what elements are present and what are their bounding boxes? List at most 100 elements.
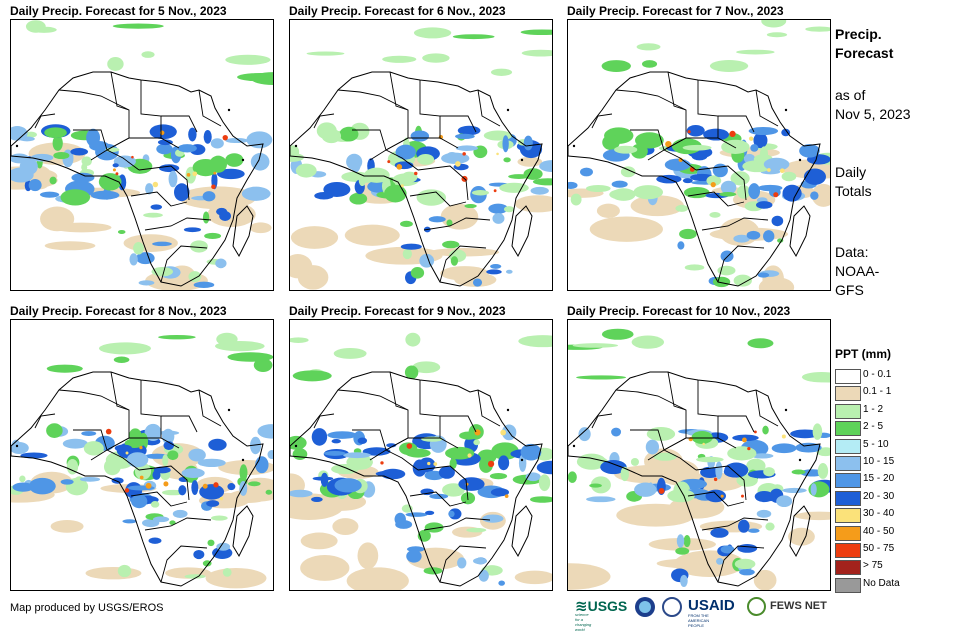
rain-field bbox=[83, 441, 104, 456]
heavy-rain-cell bbox=[380, 461, 384, 465]
rain-field bbox=[490, 488, 510, 497]
rain-field bbox=[52, 135, 63, 151]
rain-field bbox=[646, 427, 676, 441]
country-border bbox=[423, 217, 491, 231]
rain-field bbox=[479, 456, 493, 473]
rain-field bbox=[188, 271, 202, 283]
rain-field bbox=[265, 489, 273, 495]
rain-field bbox=[428, 216, 446, 223]
rain-field bbox=[730, 171, 750, 186]
legend-label: 5 - 10 bbox=[863, 438, 889, 450]
rain-field bbox=[781, 171, 797, 182]
country-border bbox=[161, 115, 198, 133]
rain-field bbox=[290, 435, 307, 450]
rain-field bbox=[736, 185, 751, 199]
heavy-rain-cell bbox=[202, 483, 208, 489]
africa-precip-map bbox=[10, 19, 274, 291]
rain-field bbox=[358, 174, 366, 187]
rain-field bbox=[466, 527, 487, 533]
rain-field bbox=[323, 451, 346, 456]
rain-field bbox=[645, 439, 660, 455]
rain-field bbox=[19, 475, 26, 483]
rain-field bbox=[363, 167, 390, 183]
rain-field bbox=[781, 128, 791, 137]
rain-field bbox=[683, 534, 691, 548]
country-border bbox=[701, 517, 769, 531]
africa-precip-map bbox=[289, 319, 553, 591]
legend-label: 10 - 15 bbox=[863, 455, 895, 467]
rain-field bbox=[375, 470, 404, 477]
rain-field bbox=[490, 68, 513, 76]
rain-field bbox=[207, 539, 215, 547]
heavy-rain-cell bbox=[773, 192, 779, 198]
coastline bbox=[11, 371, 264, 587]
madagascar-outline bbox=[511, 205, 533, 258]
rain-field bbox=[143, 212, 163, 218]
country-border bbox=[697, 80, 719, 138]
rain-field bbox=[614, 145, 638, 154]
coastline bbox=[568, 71, 821, 287]
rain-field bbox=[227, 352, 273, 362]
madagascar-outline bbox=[789, 205, 811, 258]
country-border bbox=[34, 413, 56, 429]
rain-field bbox=[683, 186, 710, 199]
rain-field bbox=[152, 241, 172, 247]
rain-field bbox=[174, 183, 190, 202]
heavy-rain-cell bbox=[145, 482, 152, 489]
country-border bbox=[369, 449, 419, 471]
fews-globe-icon bbox=[747, 597, 766, 616]
country-border bbox=[701, 217, 769, 231]
rain-field bbox=[530, 186, 549, 195]
rain-field bbox=[290, 493, 344, 520]
rain-field bbox=[122, 519, 137, 524]
rain-field bbox=[736, 474, 758, 487]
rain-field bbox=[405, 332, 421, 347]
legend-label: 1 - 2 bbox=[863, 403, 884, 415]
legend-label: 20 - 30 bbox=[863, 490, 895, 502]
island-dot bbox=[520, 458, 524, 462]
rain-field bbox=[505, 269, 513, 274]
rain-field bbox=[596, 203, 620, 218]
heavy-rain-cell bbox=[504, 494, 509, 498]
rain-field bbox=[492, 213, 505, 224]
country-border bbox=[73, 429, 180, 451]
country-border bbox=[477, 389, 501, 427]
rain-field bbox=[763, 467, 775, 477]
legend-swatch bbox=[835, 369, 861, 384]
heavy-rain-cell bbox=[729, 130, 736, 138]
rain-field bbox=[518, 335, 552, 348]
map-canvas bbox=[290, 332, 552, 590]
madagascar-outline bbox=[789, 505, 811, 558]
rain-field bbox=[719, 192, 737, 197]
madagascar-outline bbox=[232, 505, 254, 558]
rain-field bbox=[250, 436, 262, 455]
country-border bbox=[695, 465, 747, 501]
legend-label: 2 - 5 bbox=[863, 421, 884, 433]
rain-field bbox=[502, 135, 509, 153]
country-border bbox=[440, 415, 477, 433]
rain-field bbox=[521, 49, 552, 57]
rain-field bbox=[445, 446, 475, 460]
asof-date: Nov 5, 2023 bbox=[835, 106, 911, 122]
coastline bbox=[290, 371, 543, 587]
rain-field bbox=[706, 175, 722, 186]
country-border bbox=[161, 415, 198, 433]
rain-field bbox=[442, 483, 465, 497]
heavy-rain-cell bbox=[112, 168, 116, 172]
rain-field bbox=[635, 132, 664, 149]
heavy-rain-cell bbox=[131, 155, 134, 159]
island-dot bbox=[798, 158, 802, 162]
rain-field bbox=[292, 370, 332, 382]
rain-field bbox=[611, 180, 628, 188]
rain-field bbox=[206, 500, 220, 507]
rain-field bbox=[292, 448, 308, 460]
rain-field bbox=[782, 184, 802, 202]
rain-field bbox=[703, 128, 729, 141]
rain-field bbox=[247, 481, 261, 487]
rain-field bbox=[246, 131, 273, 149]
daily-label: Daily bbox=[835, 164, 867, 180]
heavy-rain-cell bbox=[767, 168, 771, 172]
rain-field bbox=[410, 130, 430, 142]
rain-field bbox=[458, 477, 485, 491]
rain-field bbox=[518, 454, 527, 472]
